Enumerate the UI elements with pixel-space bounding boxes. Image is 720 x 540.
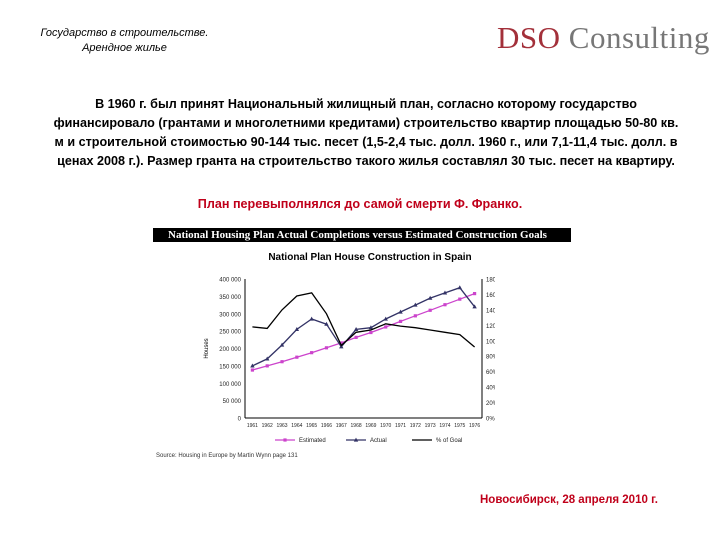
estimated-point	[413, 314, 417, 318]
actual-point	[250, 363, 255, 368]
actual-point	[279, 342, 285, 347]
estimated-point	[339, 341, 343, 345]
x-tick-label: 1973	[425, 423, 436, 429]
y-tick-label: 50 000	[223, 399, 242, 405]
y-tick-label: 250 000	[219, 330, 241, 336]
actual-point	[413, 302, 418, 307]
actual-point	[368, 325, 374, 330]
x-tick-label: 1966	[321, 423, 332, 429]
actual-point	[309, 316, 314, 321]
actual-point	[457, 285, 462, 290]
actual-point	[383, 316, 388, 321]
series-line--of-goal	[252, 292, 476, 348]
y2-tick-label: 160%	[486, 293, 495, 299]
actual-point	[442, 290, 448, 295]
x-tick-label: 1968	[351, 423, 362, 429]
company-logo: DSO Consulting	[497, 20, 710, 56]
estimated-point	[428, 308, 432, 312]
y2-tick-label: 20%	[486, 401, 495, 407]
y-axis-label: Houses	[204, 338, 210, 358]
x-tick-label: 1967	[336, 423, 347, 429]
estimated-point	[295, 355, 299, 359]
slide-title-line1: Государство в строительстве.	[40, 27, 209, 39]
estimated-point	[458, 297, 462, 301]
x-tick-label: 1975	[454, 423, 465, 429]
figure-banner: National Housing Plan Actual Completions…	[153, 228, 571, 242]
estimated-point	[354, 335, 358, 339]
y-tick-label: 300 000	[219, 312, 241, 318]
actual-point	[398, 309, 403, 314]
figure-source: Source: Housing in Europe by Martin Wynn…	[156, 453, 298, 459]
y2-tick-label: 140%	[486, 308, 495, 314]
legend-label: Actual	[370, 438, 387, 444]
logo-consulting: Consulting	[568, 20, 710, 55]
legend-marker	[283, 438, 287, 442]
slide-title: Государство в строительстве. Арендное жи…	[12, 26, 237, 56]
actual-point	[339, 344, 344, 349]
x-tick-label: 1976	[469, 423, 480, 429]
estimated-point	[472, 291, 477, 296]
y-tick-label: 100 000	[219, 382, 241, 388]
x-tick-label: 1971	[395, 423, 406, 429]
actual-point	[265, 356, 270, 361]
logo-dso: DSO	[497, 20, 561, 55]
y-tick-label: 350 000	[219, 295, 241, 301]
y2-tick-label: 60%	[486, 370, 495, 376]
y-tick-label: 200 000	[219, 347, 241, 353]
estimated-point	[310, 351, 314, 355]
y-tick-label: 0	[238, 417, 242, 423]
estimated-point	[369, 330, 373, 335]
y2-tick-label: 0%	[486, 417, 495, 423]
x-tick-label: 1972	[410, 423, 421, 429]
footer-date: Новосибирск, 28 апреля 2010 г.	[480, 494, 658, 506]
actual-point	[353, 326, 359, 331]
x-tick-label: 1969	[365, 423, 376, 429]
estimated-point	[398, 319, 403, 323]
series-line-estimated	[252, 292, 475, 371]
estimated-point	[250, 368, 255, 372]
actual-point	[294, 326, 300, 331]
y2-tick-label: 80%	[486, 355, 495, 361]
legend-marker	[353, 437, 359, 442]
actual-point	[427, 295, 433, 300]
x-tick-label: 1963	[276, 423, 287, 429]
highlight-text: План перевыполнялся до самой смерти Ф. Ф…	[197, 197, 523, 211]
x-tick-label: 1974	[439, 423, 450, 429]
chart-title: National Plan House Construction in Spai…	[268, 252, 471, 263]
estimated-point	[384, 325, 388, 329]
legend-label: % of Goal	[436, 438, 462, 444]
estimated-point	[280, 360, 284, 364]
y2-tick-label: 180%	[486, 278, 495, 284]
actual-point	[324, 321, 329, 326]
y-tick-label: 150 000	[219, 364, 241, 370]
estimated-point	[443, 303, 447, 307]
y-tick-label: 400 000	[219, 278, 241, 284]
legend-label: Estimated	[299, 438, 326, 444]
estimated-point	[324, 346, 329, 350]
series-line-actual	[252, 286, 476, 367]
y2-tick-label: 100%	[486, 339, 495, 345]
housing-chart: National Plan House Construction in Spai…	[204, 252, 495, 444]
slide-title-line2: Арендное жилье	[82, 42, 167, 54]
x-tick-label: 1964	[291, 423, 302, 429]
main-paragraph: В 1960 г. был принят Национальный жилищн…	[53, 97, 679, 168]
y2-tick-label: 40%	[486, 386, 495, 392]
x-tick-label: 1961	[247, 423, 258, 429]
x-tick-label: 1970	[380, 423, 391, 429]
y2-tick-label: 120%	[486, 324, 495, 330]
x-tick-label: 1965	[306, 423, 317, 429]
actual-point	[472, 304, 477, 309]
estimated-point	[265, 364, 269, 368]
x-tick-label: 1962	[262, 423, 273, 429]
